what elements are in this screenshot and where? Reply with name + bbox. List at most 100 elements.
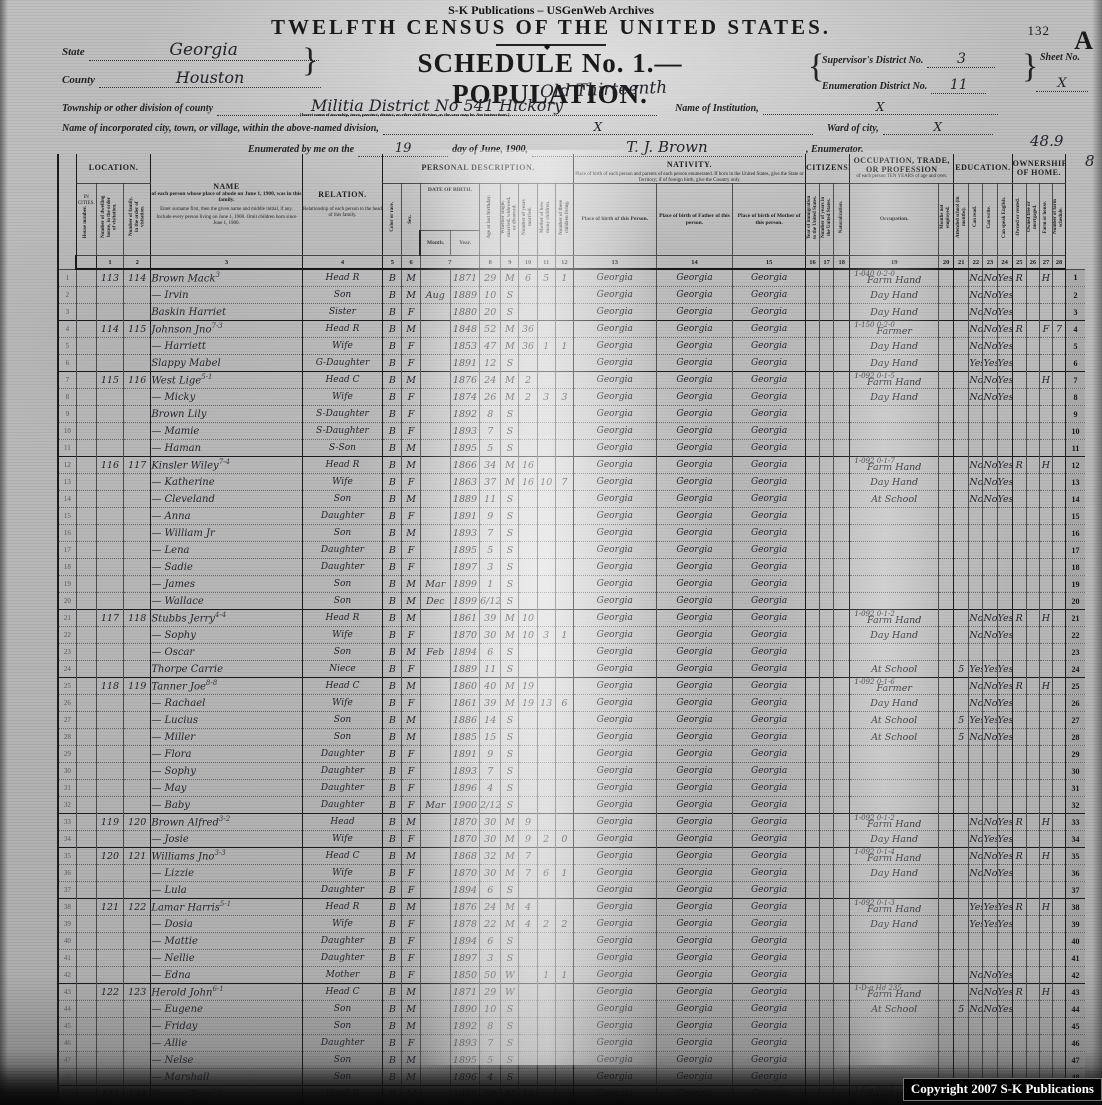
cell-mother-of bbox=[536, 422, 556, 440]
cell-occupation bbox=[849, 1051, 939, 1069]
cell-years-married-value: 2 bbox=[525, 374, 532, 386]
cell-naturalization bbox=[833, 1051, 850, 1069]
cell-years-married bbox=[518, 354, 538, 372]
cell-marital: M bbox=[500, 337, 519, 355]
cell-mother-birthplace-value: Georgia bbox=[750, 392, 788, 402]
cell-color: B bbox=[382, 592, 402, 610]
col-years-married: Number of years married. bbox=[518, 183, 538, 256]
cell-father-birthplace: Georgia bbox=[655, 337, 733, 355]
cell-color-value: B bbox=[388, 969, 396, 981]
cell-color-value: B bbox=[388, 340, 396, 352]
cell-naturalization bbox=[833, 507, 850, 525]
cell-birth-year-value: 1893 bbox=[452, 765, 478, 777]
cell-age-value: 7 bbox=[487, 527, 494, 539]
cell-birthplace-value: Georgia bbox=[596, 953, 633, 963]
cell-relation: Son bbox=[301, 643, 383, 661]
cell-name-value: — William Jr bbox=[151, 527, 215, 539]
cell-birthplace-value: Georgia bbox=[596, 1021, 633, 1031]
cell-relation-value: Son bbox=[333, 1004, 352, 1014]
cell-name-value: — Allie bbox=[151, 1037, 188, 1049]
cell-name: — Nellie bbox=[150, 949, 303, 967]
row-number-left: 1 bbox=[56, 268, 77, 287]
cell-naturalization bbox=[833, 422, 850, 440]
cell-mother-birthplace-value: Georgia bbox=[750, 562, 788, 572]
cell-family bbox=[123, 745, 151, 763]
cell-birthplace: Georgia bbox=[572, 575, 657, 593]
cell-mother-birthplace-value: Georgia bbox=[750, 953, 788, 963]
cell-mother-birthplace-value: Georgia bbox=[750, 902, 788, 912]
cell-age: 7 bbox=[479, 762, 501, 780]
cell-farm-schedule bbox=[1051, 711, 1066, 729]
cell-mother-birthplace: Georgia bbox=[732, 456, 806, 474]
cell-family-value: 121 bbox=[128, 850, 147, 862]
cell-father-birthplace: Georgia bbox=[655, 830, 733, 848]
cell-family-value: 122 bbox=[128, 901, 147, 913]
cell-children-living bbox=[554, 541, 574, 559]
cell-children-living-value: 3 bbox=[561, 391, 568, 403]
cell-occupation: Day Hand bbox=[849, 354, 939, 372]
cell-owned-rented bbox=[1011, 524, 1027, 542]
cell-street bbox=[75, 541, 97, 559]
cell-birthplace-value: Georgia bbox=[596, 1089, 633, 1099]
cell-months-not-employed bbox=[938, 1017, 954, 1035]
cell-occupation bbox=[849, 541, 939, 559]
cell-marital-value: M bbox=[505, 901, 515, 913]
county-label: County bbox=[62, 74, 96, 86]
cell-can-speak-english: Yes bbox=[996, 490, 1013, 508]
cell-age: 5 bbox=[479, 1051, 501, 1069]
cell-mother-of bbox=[536, 983, 556, 1001]
cell-color: B bbox=[382, 898, 402, 916]
cell-family-value: 118 bbox=[128, 612, 147, 624]
cell-sex-value: M bbox=[406, 1020, 416, 1032]
cell-age-value: 34 bbox=[484, 459, 497, 471]
cell-can-write-value: No bbox=[983, 731, 998, 743]
cell-street bbox=[75, 592, 97, 610]
cell-color: B bbox=[382, 609, 402, 627]
cell-marital: M bbox=[500, 864, 519, 882]
cell-relation: Son bbox=[301, 728, 383, 746]
cell-can-speak-english: Yes bbox=[996, 268, 1013, 287]
cell-name: — Nelse bbox=[150, 1051, 303, 1069]
ward-label: Ward of city, bbox=[826, 123, 879, 134]
cell-relation: Head C bbox=[301, 677, 383, 695]
cell-months-not-employed bbox=[938, 626, 954, 644]
cell-age-value: 9 bbox=[487, 748, 494, 760]
sheet-value: X bbox=[1036, 76, 1088, 92]
cell-father-birthplace: Georgia bbox=[655, 388, 733, 406]
cell-children-living bbox=[554, 1000, 574, 1018]
cell-owned-free bbox=[1025, 1000, 1040, 1018]
column-number: 11 bbox=[536, 255, 556, 270]
cell-father-birthplace: Georgia bbox=[655, 1034, 733, 1052]
cell-sex: F bbox=[401, 405, 421, 423]
cell-can-write: No bbox=[982, 337, 998, 355]
cell-marital-value: M bbox=[505, 272, 515, 284]
cell-street bbox=[75, 337, 97, 355]
cell-years-married-value: 16 bbox=[522, 476, 535, 488]
cell-children-living-value: 1 bbox=[561, 629, 568, 641]
cell-birth-year: 1870 bbox=[449, 626, 480, 644]
cell-mother-birthplace: Georgia bbox=[732, 745, 806, 763]
cell-birth-year: 1891 bbox=[449, 745, 480, 763]
col-mother-of: Mother of how many children. bbox=[536, 183, 556, 256]
cell-marital-value: S bbox=[506, 561, 514, 573]
cell-mother-birthplace: Georgia bbox=[732, 762, 806, 780]
name-pencil-note: 7-4 bbox=[218, 458, 230, 467]
cell-dwelling bbox=[95, 915, 124, 933]
cell-owned-rented bbox=[1011, 303, 1027, 321]
cell-relation: Son bbox=[301, 286, 383, 304]
cell-marital-value: S bbox=[506, 731, 514, 743]
cell-marital-value: W bbox=[505, 969, 515, 981]
column-number: 9 bbox=[500, 255, 519, 270]
occupation-value: At School bbox=[871, 663, 918, 675]
row-number-left: 10 bbox=[56, 422, 77, 440]
cell-farm-house bbox=[1038, 541, 1053, 559]
cell-can-speak-english-value: Yes bbox=[997, 816, 1013, 828]
occupation-value: At School bbox=[871, 714, 918, 726]
cell-marital: M bbox=[500, 1085, 519, 1103]
cell-children-living bbox=[554, 575, 574, 593]
cell-birthplace-value: Georgia bbox=[596, 341, 633, 351]
cell-immigration-year bbox=[804, 847, 820, 865]
cell-father-birthplace: Georgia bbox=[655, 1085, 733, 1103]
cell-color: B bbox=[382, 1051, 402, 1069]
cell-years-married bbox=[518, 1034, 538, 1052]
